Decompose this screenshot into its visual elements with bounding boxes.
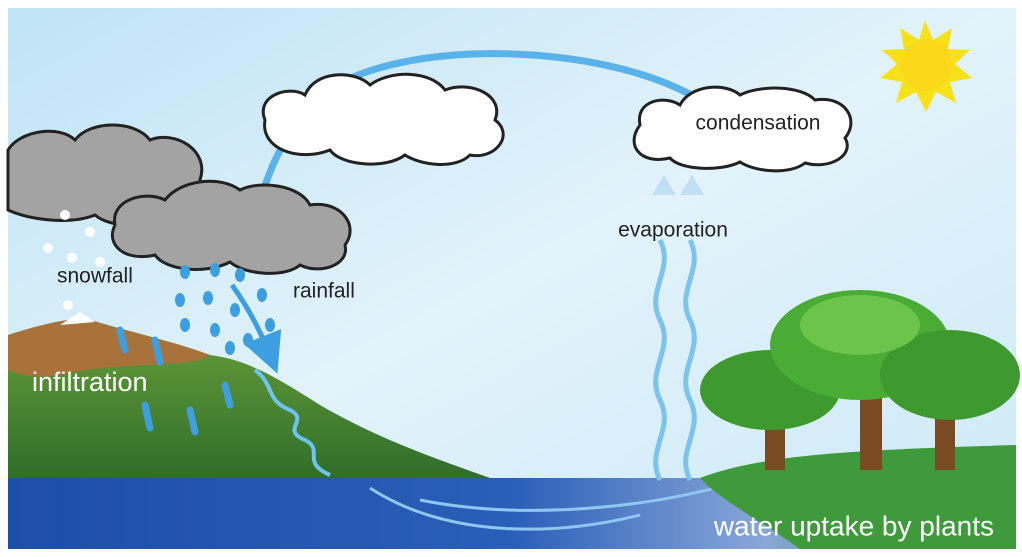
flow-arrow <box>369 486 641 531</box>
trees <box>700 290 1020 470</box>
river <box>253 368 331 477</box>
label: evaporation <box>618 219 728 242</box>
label: rainfall <box>293 280 355 303</box>
evaporation-arrowheads <box>652 175 704 195</box>
snowcap <box>60 312 95 325</box>
cycle-arrow <box>232 50 702 253</box>
cloud <box>632 85 853 173</box>
label: snowfall <box>57 265 133 288</box>
land <box>700 445 1016 549</box>
flow-arrow <box>419 470 762 512</box>
cloud <box>261 72 505 166</box>
label: infiltration <box>32 367 148 397</box>
snowflakes <box>43 210 105 310</box>
sun <box>880 20 972 112</box>
infiltration-arrows <box>116 326 234 436</box>
evaporation-waves <box>653 238 697 482</box>
rain-arrow <box>229 283 282 374</box>
raindrops <box>175 263 275 355</box>
rain-cloud <box>111 179 352 275</box>
label: water uptake by plants <box>713 510 994 541</box>
label: condensation <box>696 112 821 135</box>
